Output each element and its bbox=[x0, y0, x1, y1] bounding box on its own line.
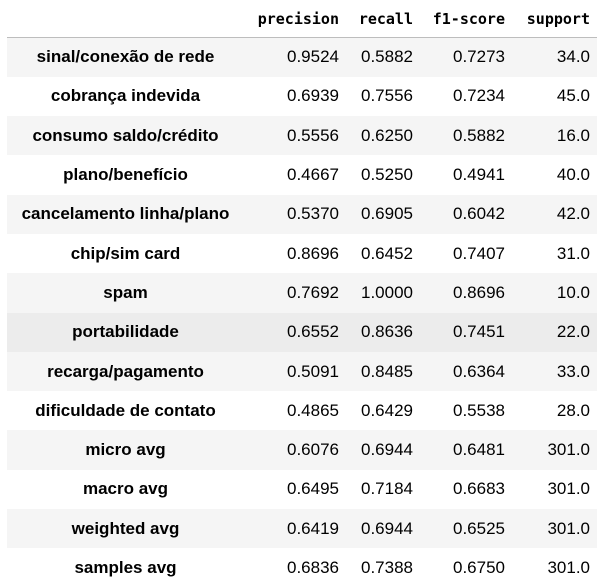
support-cell: 22.0 bbox=[556, 322, 590, 342]
row-label: sinal/conexão de rede bbox=[36, 47, 215, 67]
table-row: spam 0.7692 1.0000 0.8696 10.0 bbox=[7, 273, 597, 313]
support-cell: 16.0 bbox=[556, 125, 590, 145]
support-cell: 301.0 bbox=[547, 440, 590, 460]
row-label: cancelamento linha/plano bbox=[21, 204, 230, 224]
precision-cell: 0.5091 bbox=[287, 361, 339, 381]
header-index bbox=[7, 0, 244, 38]
recall-cell: 0.7184 bbox=[361, 479, 413, 499]
row-label: spam bbox=[103, 282, 148, 302]
precision-cell: 0.6552 bbox=[287, 322, 339, 342]
recall-cell: 0.6944 bbox=[361, 518, 413, 538]
row-label: weighted avg bbox=[71, 518, 180, 538]
f1-score-cell: 0.4941 bbox=[453, 165, 505, 185]
header-row: precision recall f1-score support bbox=[7, 0, 597, 38]
recall-cell: 1.0000 bbox=[361, 282, 413, 302]
support-cell: 28.0 bbox=[556, 400, 590, 420]
f1-score-cell: 0.7407 bbox=[453, 243, 505, 263]
table-row: consumo saldo/crédito 0.5556 0.6250 0.58… bbox=[7, 116, 597, 156]
recall-cell: 0.8636 bbox=[361, 322, 413, 342]
support-cell: 40.0 bbox=[556, 165, 590, 185]
precision-cell: 0.5370 bbox=[287, 204, 339, 224]
f1-score-cell: 0.6683 bbox=[453, 479, 505, 499]
recall-cell: 0.6944 bbox=[361, 440, 413, 460]
f1-score-cell: 0.7451 bbox=[453, 322, 505, 342]
support-cell: 33.0 bbox=[556, 361, 590, 381]
recall-cell: 0.7388 bbox=[361, 558, 413, 577]
recall-cell: 0.8485 bbox=[361, 361, 413, 381]
recall-cell: 0.5882 bbox=[361, 47, 413, 67]
support-cell: 42.0 bbox=[556, 204, 590, 224]
row-label: dificuldade de contato bbox=[35, 400, 216, 420]
recall-cell: 0.6905 bbox=[361, 204, 413, 224]
support-cell: 10.0 bbox=[556, 282, 590, 302]
row-label: portabilidade bbox=[72, 322, 179, 342]
f1-score-cell: 0.5538 bbox=[453, 400, 505, 420]
precision-cell: 0.6076 bbox=[287, 440, 339, 460]
table-row: chip/sim card 0.8696 0.6452 0.7407 31.0 bbox=[7, 233, 597, 274]
row-label: macro avg bbox=[82, 479, 169, 499]
table-row: samples avg 0.6836 0.7388 0.6750 301.0 bbox=[7, 548, 597, 588]
classification-report: precision recall f1-score support sinal/… bbox=[7, 0, 597, 588]
table-row: macro avg 0.6495 0.7184 0.6683 301.0 bbox=[7, 469, 597, 510]
f1-score-cell: 0.8696 bbox=[453, 282, 505, 302]
support-cell: 301.0 bbox=[547, 479, 590, 499]
precision-cell: 0.6836 bbox=[287, 558, 339, 577]
table-row: cobrança indevida 0.6939 0.7556 0.7234 4… bbox=[7, 76, 597, 117]
f1-score-cell: 0.7273 bbox=[453, 47, 505, 67]
table-row: cancelamento linha/plano 0.5370 0.6905 0… bbox=[7, 194, 597, 234]
precision-cell: 0.4865 bbox=[287, 400, 339, 420]
table-row: plano/benefício 0.4667 0.5250 0.4941 40.… bbox=[7, 155, 597, 195]
precision-cell: 0.6939 bbox=[287, 86, 339, 106]
support-cell: 301.0 bbox=[547, 558, 590, 577]
precision-cell: 0.6419 bbox=[287, 518, 339, 538]
table-row: micro avg 0.6076 0.6944 0.6481 301.0 bbox=[7, 430, 597, 470]
f1-score-cell: 0.5882 bbox=[453, 125, 505, 145]
header-precision: precision bbox=[244, 0, 346, 38]
precision-cell: 0.5556 bbox=[287, 125, 339, 145]
support-cell: 34.0 bbox=[556, 47, 590, 67]
header-recall: recall bbox=[346, 0, 420, 38]
row-label: plano/benefício bbox=[63, 165, 188, 185]
f1-score-cell: 0.6481 bbox=[453, 440, 505, 460]
header-f1-score: f1-score bbox=[420, 0, 512, 38]
row-label: recarga/pagamento bbox=[47, 361, 204, 381]
row-label: chip/sim card bbox=[70, 243, 181, 263]
support-cell: 45.0 bbox=[556, 86, 590, 106]
recall-cell: 0.6452 bbox=[361, 243, 413, 263]
recall-cell: 0.5250 bbox=[361, 165, 413, 185]
table-row: portabilidade 0.6552 0.8636 0.7451 22.0 bbox=[7, 312, 597, 352]
row-label: samples avg bbox=[74, 558, 177, 577]
row-label: micro avg bbox=[85, 440, 166, 460]
row-label: consumo saldo/crédito bbox=[32, 125, 219, 145]
row-label: cobrança indevida bbox=[50, 86, 201, 106]
support-cell: 31.0 bbox=[556, 243, 590, 263]
f1-score-cell: 0.6364 bbox=[453, 361, 505, 381]
f1-score-cell: 0.6525 bbox=[453, 518, 505, 538]
table-row: weighted avg 0.6419 0.6944 0.6525 301.0 bbox=[7, 509, 597, 549]
report-table: precision recall f1-score support sinal/… bbox=[7, 0, 597, 588]
precision-cell: 0.4667 bbox=[287, 165, 339, 185]
table-row: sinal/conexão de rede 0.9524 0.5882 0.72… bbox=[7, 37, 597, 77]
table-row: dificuldade de contato 0.4865 0.6429 0.5… bbox=[7, 391, 597, 431]
precision-cell: 0.7692 bbox=[287, 282, 339, 302]
precision-cell: 0.6495 bbox=[287, 479, 339, 499]
precision-cell: 0.9524 bbox=[287, 47, 339, 67]
recall-cell: 0.7556 bbox=[361, 86, 413, 106]
f1-score-cell: 0.6042 bbox=[453, 204, 505, 224]
f1-score-cell: 0.6750 bbox=[453, 558, 505, 577]
header-support: support bbox=[512, 0, 597, 38]
f1-score-cell: 0.7234 bbox=[453, 86, 505, 106]
support-cell: 301.0 bbox=[547, 518, 590, 538]
recall-cell: 0.6429 bbox=[361, 400, 413, 420]
recall-cell: 0.6250 bbox=[361, 125, 413, 145]
table-row: recarga/pagamento 0.5091 0.8485 0.6364 3… bbox=[7, 351, 597, 392]
precision-cell: 0.8696 bbox=[287, 243, 339, 263]
